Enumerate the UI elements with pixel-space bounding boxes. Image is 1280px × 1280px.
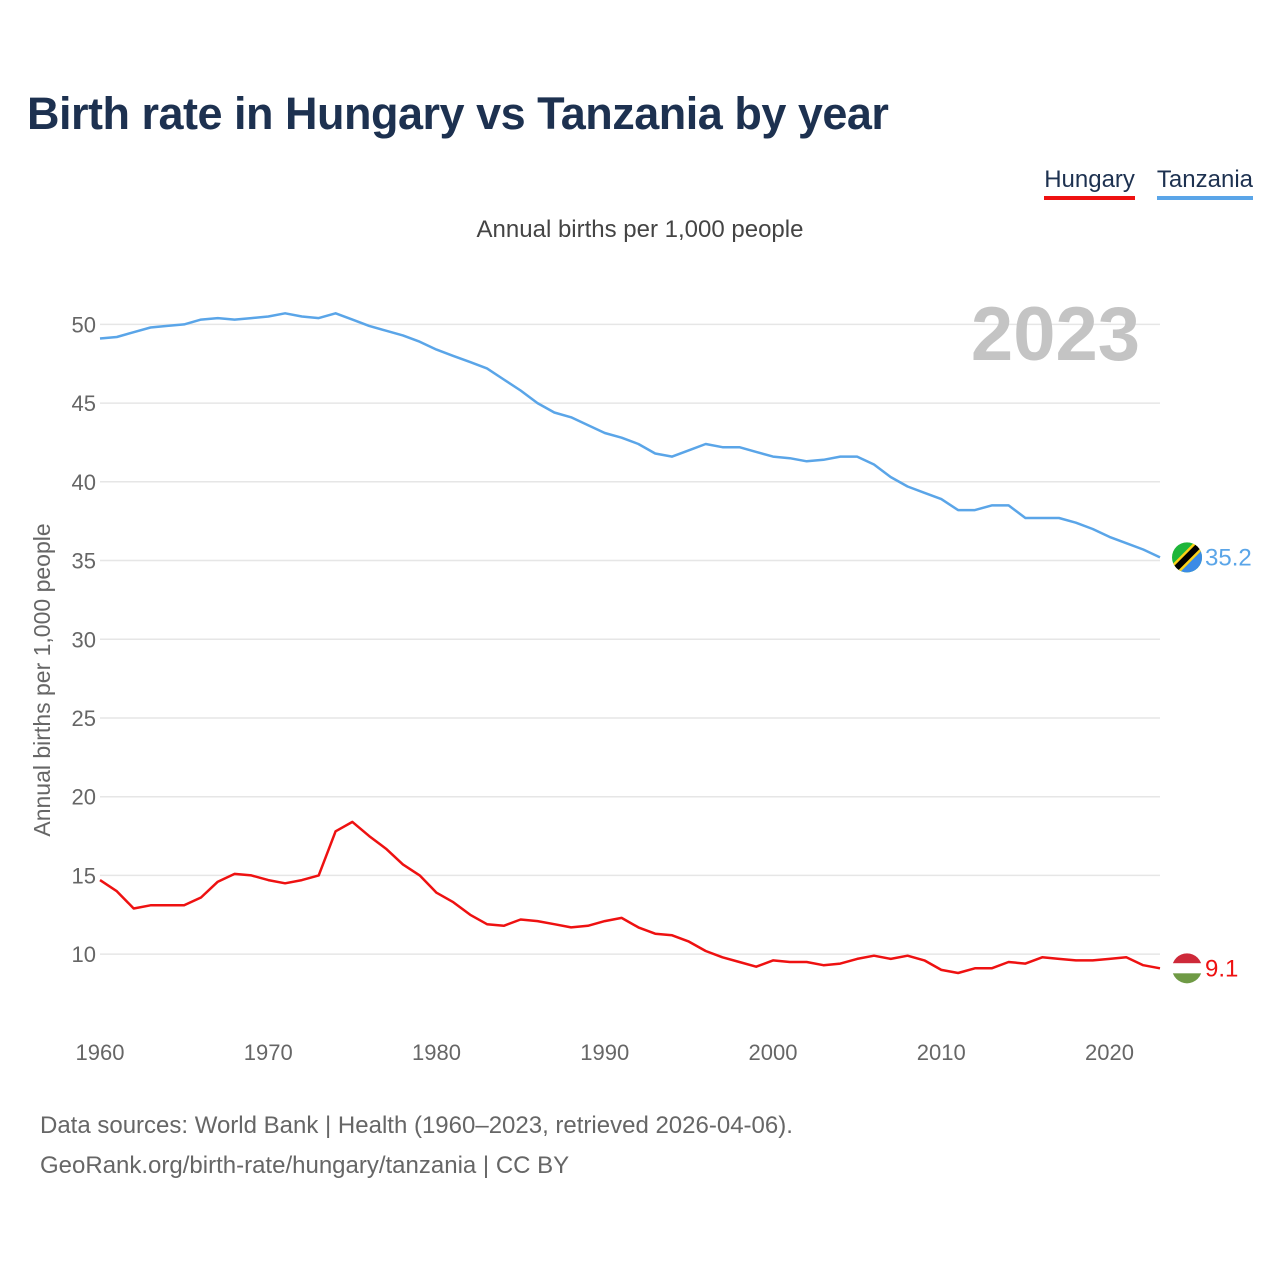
end-label-hungary: 9.1 <box>1205 955 1238 982</box>
line-chart: 10 15 20 25 30 35 40 45 50 1960 1970 1980 1990 2000 20… <box>29 292 1252 1065</box>
y-tick-label-10: 10 <box>72 942 96 967</box>
x-tick-label-2020: 2020 <box>1085 1040 1134 1065</box>
end-label-tanzania: 35.2 <box>1205 544 1252 571</box>
hungary-flag-icon <box>1172 953 1202 984</box>
chart-title: Birth rate in Hungary vs Tanzania by yea… <box>27 88 889 139</box>
chart-subtitle: Annual births per 1,000 people <box>476 216 804 243</box>
x-tick-label-1960: 1960 <box>76 1040 125 1065</box>
y-axis-title: Annual births per 1,000 people <box>29 523 55 836</box>
footer-sources: Data sources: World Bank | Health (1960–… <box>40 1112 793 1139</box>
y-tick-label-45: 45 <box>72 391 96 416</box>
tanzania-flag-icon <box>1172 542 1202 573</box>
y-tick-label-15: 15 <box>72 863 96 888</box>
footer-url[interactable]: GeoRank.org/birth-rate/hungary/tanzania … <box>40 1152 570 1179</box>
x-tick-label-1980: 1980 <box>412 1040 461 1065</box>
series-line-hungary <box>99 820 1161 975</box>
footer: Data sources: World Bank | Health (1960–… <box>40 1106 793 1186</box>
x-tick-label-2000: 2000 <box>749 1040 798 1065</box>
y-tick-label-20: 20 <box>72 785 96 810</box>
legend-item-tanzania[interactable]: Tanzania <box>1156 166 1253 200</box>
x-tick-label-2010: 2010 <box>917 1040 966 1065</box>
y-tick-label-50: 50 <box>72 312 96 337</box>
year-watermark: 2023 <box>971 292 1140 377</box>
legend: Hungary Tanzania <box>1044 166 1253 200</box>
y-tick-label-25: 25 <box>72 706 96 731</box>
y-tick-label-35: 35 <box>72 549 96 574</box>
x-tick-label-1970: 1970 <box>244 1040 293 1065</box>
legend-item-hungary[interactable]: Hungary <box>1044 166 1135 200</box>
series-line-tanzania <box>99 312 1161 559</box>
y-tick-label-30: 30 <box>72 627 96 652</box>
x-tick-label-1990: 1990 <box>580 1040 629 1065</box>
y-tick-label-40: 40 <box>72 470 96 495</box>
